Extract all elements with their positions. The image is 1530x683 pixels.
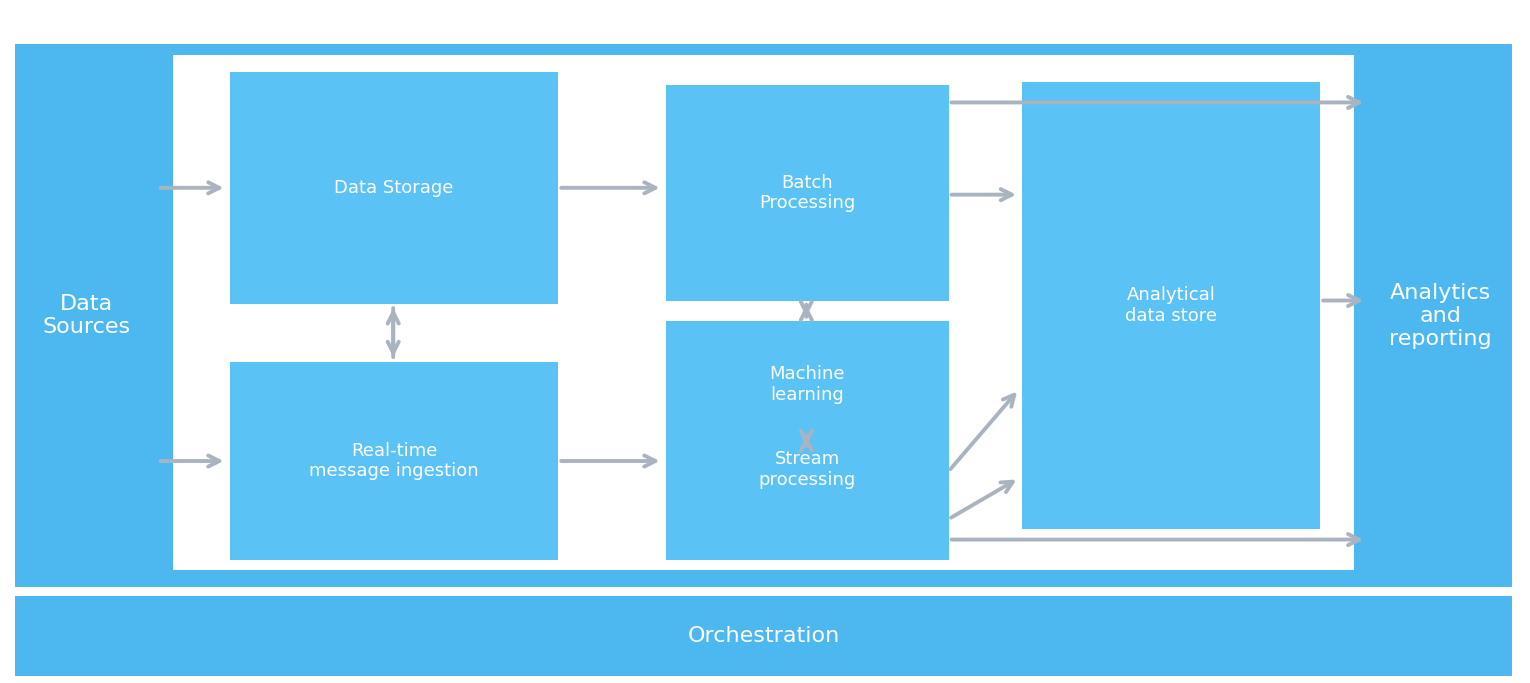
FancyBboxPatch shape	[666, 321, 949, 447]
Text: Stream
processing: Stream processing	[759, 450, 855, 489]
Text: Data Storage: Data Storage	[334, 179, 454, 197]
Text: Orchestration: Orchestration	[687, 626, 840, 646]
FancyBboxPatch shape	[666, 85, 949, 301]
FancyBboxPatch shape	[230, 362, 558, 560]
FancyBboxPatch shape	[15, 44, 158, 587]
Text: Analytics
and
reporting: Analytics and reporting	[1389, 283, 1492, 349]
FancyBboxPatch shape	[15, 596, 1512, 676]
Text: Real-time
message ingestion: Real-time message ingestion	[309, 442, 479, 480]
FancyBboxPatch shape	[666, 379, 949, 560]
FancyBboxPatch shape	[1022, 82, 1320, 529]
FancyBboxPatch shape	[15, 44, 1512, 587]
FancyBboxPatch shape	[230, 72, 558, 304]
Text: Machine
learning: Machine learning	[770, 365, 845, 404]
Text: Data
Sources: Data Sources	[43, 294, 130, 337]
FancyBboxPatch shape	[173, 55, 1354, 570]
FancyBboxPatch shape	[1369, 44, 1512, 587]
Text: Analytical
data store: Analytical data store	[1125, 286, 1218, 325]
Text: Batch
Processing: Batch Processing	[759, 173, 855, 212]
